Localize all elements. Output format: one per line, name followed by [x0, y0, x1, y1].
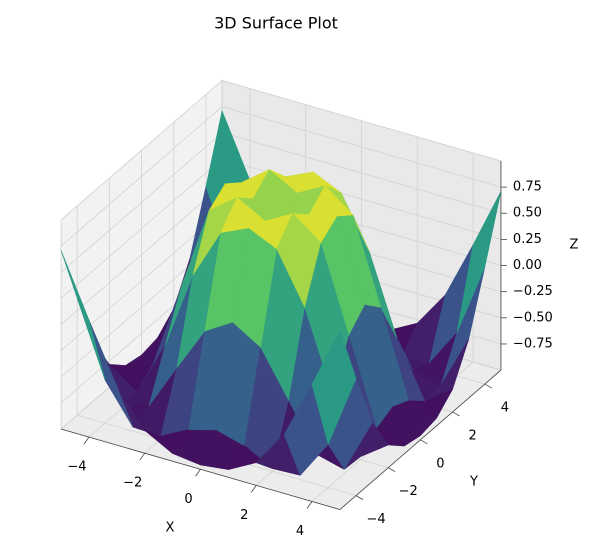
- grid-line: [60, 106, 223, 247]
- x-tick-label: −4: [67, 460, 86, 475]
- y-tick-label: 0: [436, 456, 444, 471]
- y-tick-label: −2: [399, 484, 418, 499]
- grid-line: [221, 132, 502, 214]
- x-tick: [306, 501, 313, 509]
- grid-line: [221, 106, 502, 188]
- x-tick-label: 0: [184, 492, 192, 507]
- surface-patch: [60, 250, 106, 380]
- y-tick: [484, 383, 493, 389]
- x-tick: [83, 436, 90, 445]
- z-tick-label: −0.50: [513, 310, 553, 325]
- grid-line: [60, 158, 223, 299]
- y-tick: [355, 495, 364, 500]
- chart-title: 3D Surface Plot: [214, 14, 338, 33]
- z-axis-label: Z: [570, 238, 579, 253]
- labels: −4 −2 0 2 4 −4 −2 0 2 4 −0.75 −0.50 −0.25 0.00 0.25 0.5…: [60, 160, 553, 539]
- surface: [60, 109, 502, 476]
- axis-line: [339, 369, 502, 510]
- x-tick: [250, 485, 257, 493]
- z-tick-label: 0.50: [513, 206, 542, 221]
- y-tick-label: −4: [366, 512, 385, 527]
- y-tick: [420, 439, 428, 445]
- y-axis-label: Y: [469, 475, 478, 490]
- y-tick-label: 4: [501, 401, 509, 416]
- grid-line: [60, 132, 223, 273]
- z-tick-label: −0.75: [513, 336, 553, 351]
- z-tick-label: −0.25: [513, 284, 553, 299]
- z-tick-label: 0.00: [513, 258, 542, 273]
- x-tick-label: −2: [123, 476, 142, 491]
- surface-patch: [276, 213, 322, 308]
- axis-line: [60, 428, 341, 510]
- x-tick: [139, 452, 146, 461]
- x-axis-label: X: [166, 521, 175, 536]
- surface-patch: [311, 330, 357, 446]
- z-tick-label: 0.75: [513, 180, 542, 195]
- x-tick-label: 4: [296, 524, 304, 539]
- y-tick: [388, 467, 396, 473]
- grid-line: [60, 184, 223, 325]
- y-tick-label: 2: [468, 428, 476, 443]
- x-tick: [195, 469, 201, 477]
- z-tick-label: 0.25: [513, 232, 542, 247]
- x-tick-label: 2: [240, 508, 248, 523]
- y-tick: [452, 411, 460, 417]
